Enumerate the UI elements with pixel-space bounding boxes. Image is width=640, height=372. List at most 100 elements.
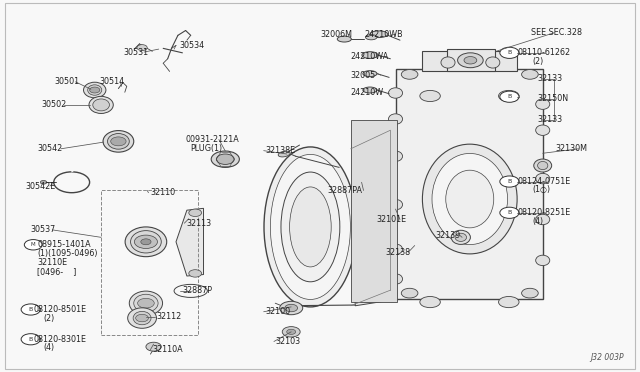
Text: (1)(1095-0496): (1)(1095-0496) [37,249,98,258]
Ellipse shape [499,296,519,308]
Ellipse shape [445,170,494,228]
Text: 30537: 30537 [31,225,56,234]
Text: 32150N: 32150N [538,94,569,103]
Circle shape [189,270,202,277]
Circle shape [500,47,519,58]
Text: 30501: 30501 [54,77,79,86]
Circle shape [464,57,477,64]
Text: 32130M: 32130M [556,144,588,153]
Text: 32113: 32113 [187,219,212,228]
Text: 32887P: 32887P [182,286,212,295]
Text: 08124-0751E: 08124-0751E [517,177,570,186]
Circle shape [24,240,42,250]
Text: 32133: 32133 [538,74,563,83]
Ellipse shape [129,291,163,315]
Ellipse shape [88,85,102,95]
Ellipse shape [131,231,161,253]
Circle shape [134,235,157,248]
Text: B: B [508,50,511,55]
Text: 32110E: 32110E [37,258,67,267]
Circle shape [211,151,239,167]
Text: 08915-1401A: 08915-1401A [37,240,91,249]
Ellipse shape [362,52,378,58]
Ellipse shape [278,151,290,157]
Ellipse shape [108,134,129,149]
Text: 08110-61262: 08110-61262 [517,48,570,57]
Circle shape [522,288,538,298]
Text: 30534: 30534 [179,41,204,50]
Text: 24210W: 24210W [351,88,384,97]
Text: SEE SEC.328: SEE SEC.328 [531,28,582,37]
Ellipse shape [451,230,470,244]
Ellipse shape [128,308,157,328]
Ellipse shape [83,82,106,98]
Text: 32100: 32100 [266,307,291,316]
Ellipse shape [486,57,500,68]
Ellipse shape [93,99,109,111]
Ellipse shape [534,159,552,172]
Text: 32112: 32112 [157,312,182,321]
Circle shape [401,70,418,79]
Circle shape [465,60,475,65]
Ellipse shape [499,90,519,102]
Text: 32110: 32110 [150,188,175,197]
Text: (2): (2) [44,314,55,323]
Text: PLUG(1): PLUG(1) [191,144,223,153]
Circle shape [111,137,126,146]
Bar [447,49,495,71]
Text: 24210WB: 24210WB [365,30,403,39]
Text: 30502: 30502 [42,100,67,109]
Ellipse shape [264,147,357,307]
Ellipse shape [370,31,388,38]
Text: B: B [29,337,33,342]
Text: 30542: 30542 [37,144,62,153]
Ellipse shape [420,90,440,102]
Circle shape [285,304,298,312]
Circle shape [287,329,296,334]
Circle shape [136,314,148,322]
Ellipse shape [536,125,550,135]
Ellipse shape [388,274,403,284]
Ellipse shape [441,57,455,68]
Ellipse shape [388,151,403,161]
Ellipse shape [388,88,403,98]
Circle shape [458,56,481,69]
Circle shape [216,154,234,164]
Ellipse shape [536,173,550,184]
Text: 24210WA: 24210WA [351,52,389,61]
Text: 08120-8301E: 08120-8301E [33,335,86,344]
Text: B: B [508,179,511,184]
Text: B: B [508,210,511,215]
Ellipse shape [103,131,134,152]
Circle shape [458,53,483,68]
Bar [396,69,543,299]
Ellipse shape [89,96,113,113]
Ellipse shape [134,294,158,312]
Ellipse shape [536,255,550,266]
Circle shape [21,304,40,315]
Text: 32887PA: 32887PA [328,186,363,195]
Circle shape [282,327,300,337]
Ellipse shape [270,154,351,299]
Polygon shape [176,208,204,276]
Ellipse shape [289,187,332,267]
Text: B: B [29,307,33,312]
Text: 30514: 30514 [99,77,124,86]
Text: 32005: 32005 [351,71,376,80]
Text: 30531: 30531 [124,48,148,57]
Circle shape [90,87,100,93]
Text: M: M [31,242,36,247]
Circle shape [141,239,151,245]
Ellipse shape [388,114,403,124]
Text: 32133: 32133 [538,115,563,124]
Circle shape [500,207,519,218]
Ellipse shape [363,71,377,77]
Text: 30542E: 30542E [26,182,56,190]
Text: (4): (4) [532,217,543,226]
Circle shape [522,70,538,79]
Circle shape [500,91,519,102]
Text: 32006M: 32006M [320,30,352,39]
Circle shape [21,334,40,345]
Ellipse shape [365,35,377,40]
Circle shape [500,176,519,187]
